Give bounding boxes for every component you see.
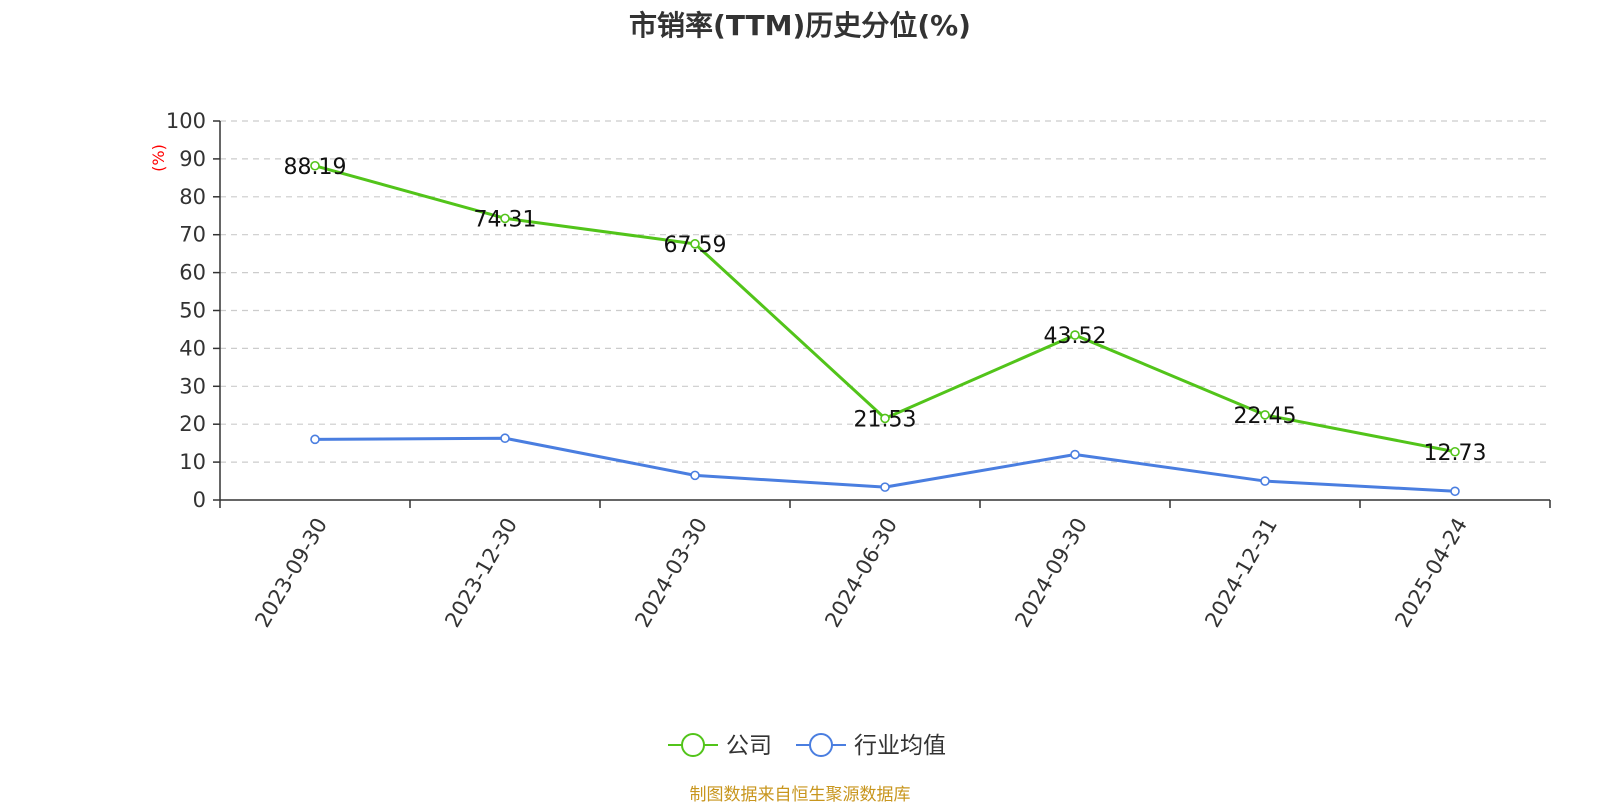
x-tick-label: 2025-04-24 (1390, 514, 1472, 632)
legend[interactable]: 公司 行业均值 (668, 733, 946, 759)
x-tick-label: 2023-09-30 (250, 514, 332, 632)
data-label: 88.19 (284, 155, 347, 180)
y-tick-label: 60 (179, 261, 206, 285)
data-point[interactable] (1450, 446, 1460, 457)
data-point[interactable] (500, 213, 510, 224)
data-point[interactable] (500, 433, 510, 444)
y-tick-label: 70 (179, 223, 206, 247)
legend-item[interactable]: 公司 (668, 733, 772, 759)
x-tick-label: 2024-03-30 (630, 514, 712, 632)
data-point[interactable] (1450, 486, 1460, 497)
x-tick-label: 2023-12-30 (440, 514, 522, 632)
data-point[interactable] (1070, 449, 1080, 460)
y-tick-label: 30 (179, 374, 206, 398)
legend-marker (809, 733, 833, 757)
y-tick-label: 50 (179, 299, 206, 323)
data-point[interactable] (1260, 476, 1270, 486)
y-tick-label: 100 (166, 109, 206, 133)
data-point[interactable] (1070, 330, 1080, 340)
y-tick-label: 0 (193, 488, 206, 512)
axes: 0 10 20 30 40 50 60 70 80 90 100 2023-09-30 2023-12-… (166, 109, 1551, 632)
x-tick-label: 2024-06-30 (820, 514, 902, 632)
y-tick-label: 10 (179, 450, 206, 474)
y-axis-label: (%) (149, 144, 168, 172)
source-note: 制图数据来自恒生聚源数据库 (689, 785, 911, 805)
x-tick-label: 2024-12-31 (1200, 514, 1282, 632)
legend-marker (681, 733, 705, 757)
data-label: 21.53 (854, 407, 917, 432)
data-label: 22.45 (1234, 404, 1297, 429)
data-point[interactable] (690, 470, 700, 481)
data-point[interactable] (1260, 410, 1270, 420)
grid-lines (220, 120, 1550, 463)
data-label: 12.73 (1424, 441, 1487, 466)
y-tick-label: 80 (179, 185, 206, 209)
legend-label: 行业均值 (854, 733, 946, 759)
data-label: 74.31 (474, 207, 537, 232)
legend-label: 公司 (726, 733, 772, 759)
data-point[interactable] (690, 239, 700, 249)
data-point[interactable] (310, 160, 320, 171)
y-tick-label: 20 (179, 412, 206, 436)
data-point[interactable] (310, 434, 320, 445)
chart-title: 市销率(TTM)历史分位(%) (629, 9, 971, 42)
data-label: 43.52 (1044, 324, 1107, 349)
x-tick-label: 2024-09-30 (1010, 514, 1092, 632)
series (310, 160, 1460, 497)
data-point[interactable] (880, 482, 890, 492)
data-point[interactable] (880, 413, 890, 424)
data-label: 67.59 (664, 233, 727, 258)
y-tick-label: 90 (179, 147, 206, 171)
legend-item[interactable]: 行业均值 (796, 733, 946, 759)
y-tick-label: 40 (179, 336, 206, 360)
data-labels: 88.19 74.31 67.59 21.53 43.52 22.45 12.73 (284, 155, 1487, 466)
